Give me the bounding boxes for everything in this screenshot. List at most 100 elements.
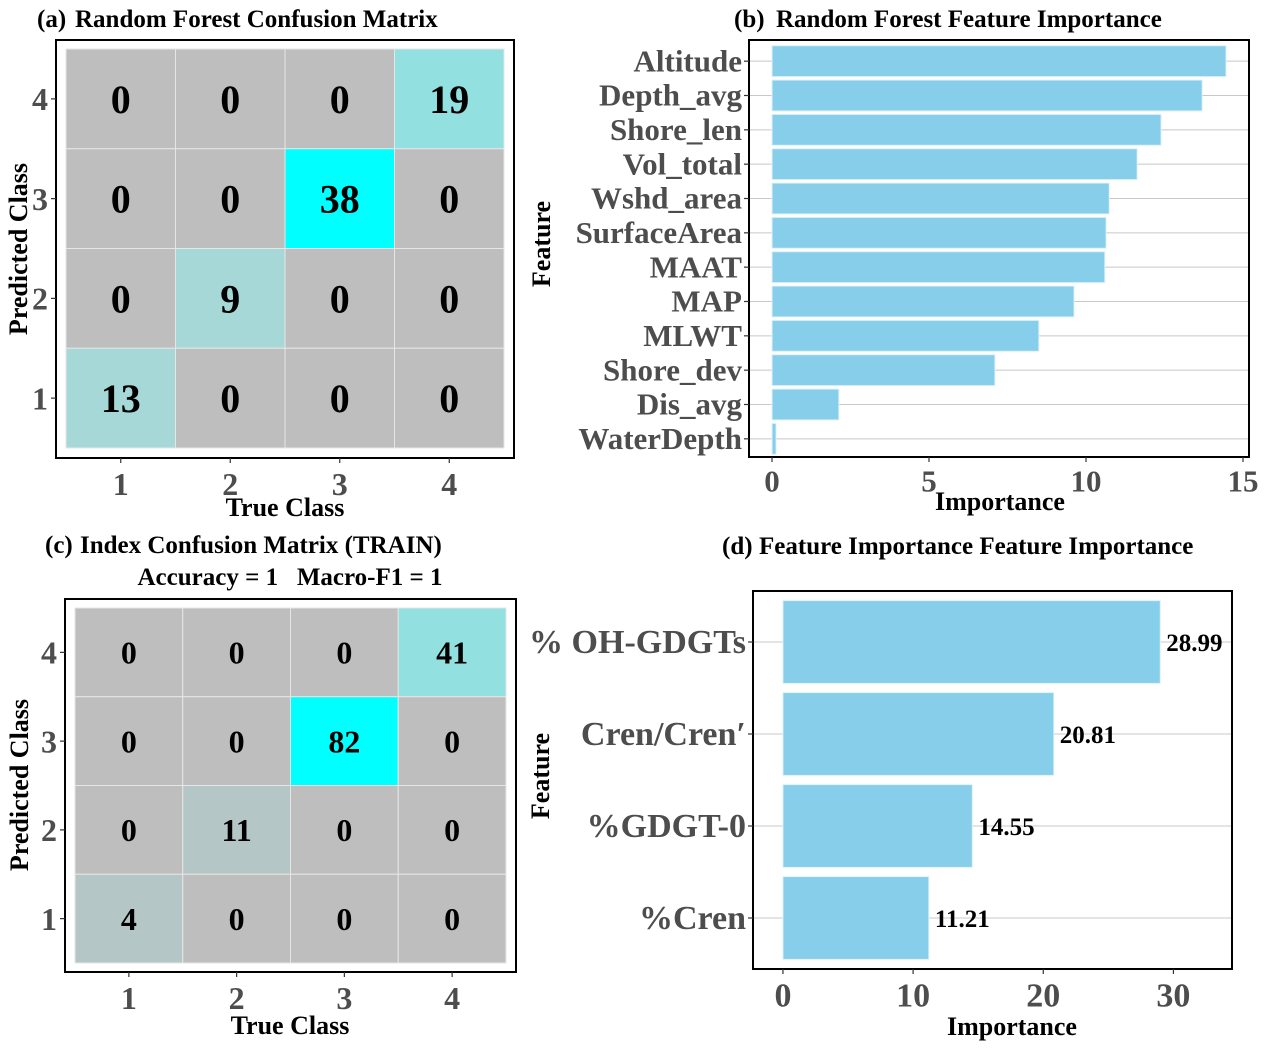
panel-c-label: (c) — [45, 532, 73, 559]
bar-surfacearea — [771, 216, 1107, 249]
bar-vol-total — [771, 148, 1138, 181]
matrix-cell — [284, 48, 395, 150]
matrix-cell — [290, 785, 399, 875]
panel-c-frame — [64, 598, 517, 973]
y-tick-label: MAP — [671, 284, 742, 319]
y-tick-label: SurfaceArea — [576, 215, 743, 250]
matrix-cell-value: 0 — [121, 812, 137, 848]
y-tick-label: 4 — [32, 81, 48, 117]
matrix-cell-value: 0 — [336, 635, 352, 671]
panel-d-title: Feature Importance Feature Importance — [759, 533, 1193, 560]
y-tick-label: 2 — [32, 281, 48, 317]
matrix-cell-value: 9 — [220, 276, 240, 321]
matrix-cell — [397, 696, 507, 786]
matrix-cell — [175, 148, 286, 249]
y-tick-label: %GDGT-0 — [587, 808, 746, 845]
panel-d-ylabel: Feature — [526, 733, 555, 819]
bar-waterdepth — [771, 422, 777, 455]
matrix-cell — [290, 696, 399, 786]
y-tick-label: MLWT — [643, 318, 742, 353]
matrix-cell-value: 0 — [444, 901, 460, 937]
matrix-cell — [182, 696, 291, 786]
panel-c-subtitle: Accuracy = 1 Macro-F1 = 1 — [137, 564, 442, 591]
matrix-cell-value: 0 — [229, 901, 245, 937]
y-tick-label: %Cren — [639, 900, 746, 937]
panel-a-ylabel: Predicted Class — [4, 163, 33, 335]
x-tick-label: 10 — [896, 977, 930, 1014]
panel-a-frame — [55, 39, 515, 459]
bar-cren-cren- — [782, 692, 1055, 776]
y-tick-label: 1 — [32, 380, 48, 416]
y-tick-label: 1 — [41, 901, 57, 937]
x-tick-label: 1 — [121, 980, 137, 1016]
y-tick-label: 3 — [41, 723, 57, 759]
matrix-cell — [397, 873, 507, 964]
y-tick-label: Dis_avg — [637, 387, 743, 422]
matrix-cell-value: 11 — [222, 812, 252, 848]
matrix-cell — [65, 347, 176, 449]
bar--gdgt-0 — [782, 784, 973, 868]
bar-dis-avg — [771, 388, 840, 421]
matrix-cell — [290, 607, 399, 698]
matrix-cell — [74, 607, 184, 698]
bar-maat — [771, 251, 1106, 284]
matrix-cell — [397, 607, 507, 698]
matrix-cell — [65, 148, 176, 249]
panel-b-ylabel: Feature — [527, 201, 556, 287]
matrix-cell-value: 0 — [220, 376, 240, 421]
matrix-cell-value: 4 — [121, 901, 137, 937]
bar--cren — [782, 876, 930, 960]
panel-c-xlabel: True Class — [231, 1011, 350, 1040]
matrix-cell — [290, 873, 399, 964]
matrix-cell — [74, 873, 184, 964]
panel-a-xlabel: True Class — [226, 493, 345, 522]
matrix-cell-value: 0 — [330, 77, 350, 122]
bar-mlwt — [771, 319, 1040, 352]
panel-b-feature-importance: (b) Random Forest Feature Importance Alt… — [527, 6, 1259, 516]
bar-shore-dev — [771, 354, 996, 387]
matrix-cell-value: 0 — [439, 376, 459, 421]
matrix-cell-value: 0 — [444, 812, 460, 848]
panel-a-title: Random Forest Confusion Matrix — [75, 6, 438, 33]
matrix-cell-value: 41 — [436, 635, 468, 671]
x-tick-label: 5 — [921, 463, 937, 498]
y-tick-label: 3 — [32, 181, 48, 217]
x-tick-label: 4 — [444, 980, 460, 1016]
matrix-cell-value: 0 — [229, 723, 245, 759]
x-tick-label: 10 — [1071, 463, 1102, 498]
panel-a-label: (a) — [37, 6, 66, 33]
x-tick-label: 4 — [441, 466, 457, 502]
matrix-cell — [284, 347, 395, 449]
matrix-cell — [394, 148, 505, 249]
panel-c-ylabel: Predicted Class — [5, 699, 34, 871]
matrix-cell — [65, 48, 176, 150]
panel-b-frame — [748, 39, 1250, 458]
y-tick-label: Shore_dev — [603, 352, 742, 387]
y-tick-label: Depth_avg — [599, 78, 742, 113]
matrix-cell-value: 0 — [111, 77, 131, 122]
x-tick-label: 20 — [1026, 977, 1060, 1014]
matrix-cell-value: 13 — [101, 376, 141, 421]
y-tick-label: Vol_total — [623, 146, 743, 181]
matrix-cell-value: 0 — [229, 635, 245, 671]
matrix-cell — [394, 347, 505, 449]
matrix-cell-value: 0 — [330, 376, 350, 421]
x-tick-label: 0 — [774, 977, 791, 1014]
matrix-cell-value: 0 — [121, 723, 137, 759]
matrix-cell — [175, 248, 286, 349]
matrix-cell-value: 0 — [439, 276, 459, 321]
panel-a-confusion-matrix: (a) Random Forest Confusion Matrix 0 0 0 1 9… — [4, 6, 515, 522]
panel-d-frame — [752, 590, 1233, 970]
matrix-cell — [182, 607, 291, 698]
bar-depth-avg — [771, 79, 1203, 112]
x-tick-label: 2 — [229, 980, 245, 1016]
bar--oh-gdgts — [782, 600, 1161, 684]
panel-b-title: Random Forest Feature Importance — [776, 6, 1162, 33]
panel-d-xlabel: Importance — [947, 1012, 1077, 1041]
x-tick-label: 30 — [1156, 977, 1190, 1014]
panel-d-feature-importance: (d) Feature Importance Feature Importanc… — [526, 533, 1233, 1041]
matrix-cell — [175, 48, 286, 150]
matrix-cell-value: 0 — [444, 723, 460, 759]
x-tick-label: 0 — [764, 463, 780, 498]
